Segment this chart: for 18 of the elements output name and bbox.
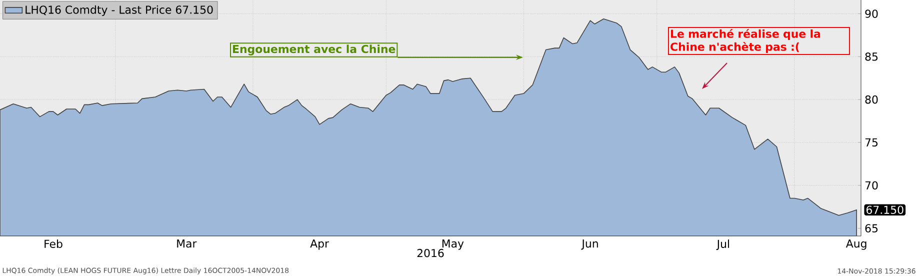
x-tick-label: Aug: [846, 240, 866, 250]
annotation: Engouement avec la Chine: [232, 44, 396, 56]
legend-label: LHQ16 Comdty - Last Price 67.150: [26, 5, 213, 16]
annotation: 67.150: [866, 206, 904, 214]
y-tick-label: 70: [865, 181, 878, 190]
y-tick-label: 75: [865, 138, 878, 147]
y-tick-label: 85: [865, 52, 878, 61]
y-tick-label: 80: [865, 95, 878, 104]
x-tick-label: May: [442, 240, 464, 250]
x-tick-label: Jul: [716, 240, 730, 250]
annotation: Le marché réalise que la Chine n'achète pas :(: [670, 28, 820, 53]
x-tick-label: Apr: [310, 240, 330, 250]
x-tick-label: Feb: [44, 240, 62, 248]
y-tick-label: 65: [865, 224, 878, 232]
x-axis-title: 2016: [417, 248, 444, 258]
y-tick-label: 90: [865, 10, 878, 18]
x-tick-label: Mar: [177, 240, 197, 248]
x-tick-label: Jun: [581, 240, 598, 250]
